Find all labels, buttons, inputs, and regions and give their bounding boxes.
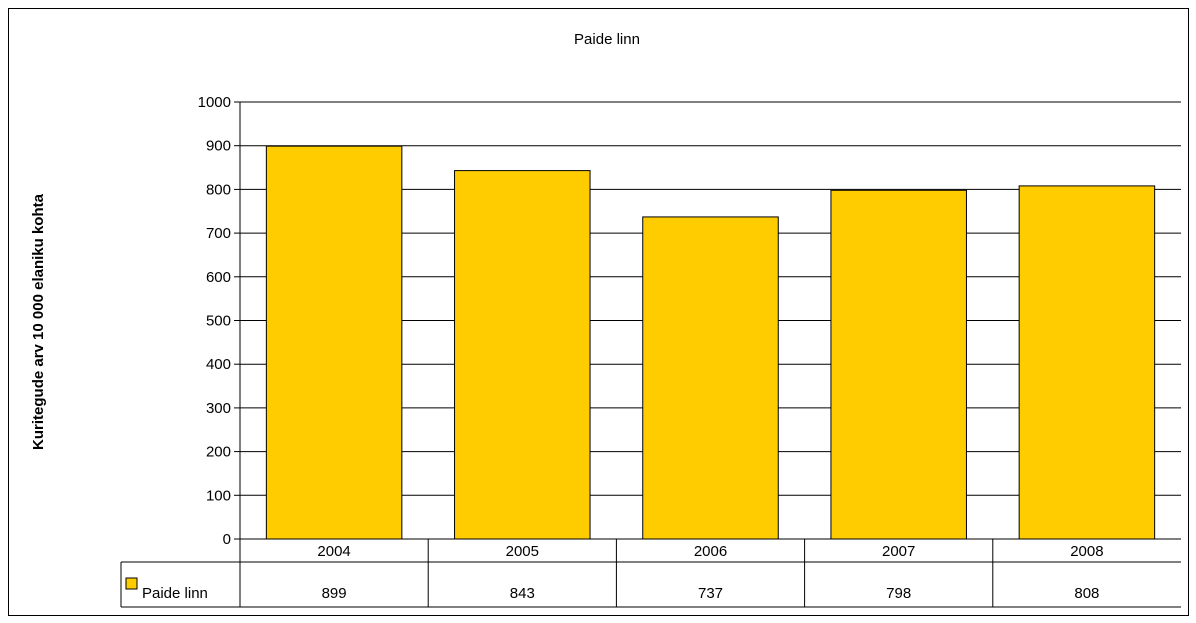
chart-title: Paide linn xyxy=(574,31,640,48)
y-tick-label: 0 xyxy=(223,531,231,548)
y-tick-label: 400 xyxy=(206,356,231,373)
y-axis-label: Kuritegude arv 10 000 elaniku kohta xyxy=(30,193,47,450)
legend-label: Paide linn xyxy=(142,585,208,602)
y-tick-label: 800 xyxy=(206,181,231,198)
x-tick-label: 2008 xyxy=(1070,543,1103,560)
y-tick-label: 100 xyxy=(206,487,231,504)
legend-swatch xyxy=(125,577,138,590)
x-tick-label: 2005 xyxy=(506,543,539,560)
data-table: 2004 899 2005 843 2006 737 2007 798 2008 808 Paide… xyxy=(120,538,1181,608)
bar-2006 xyxy=(642,216,779,540)
table-value: 808 xyxy=(1074,585,1099,602)
y-tick-label: 700 xyxy=(206,225,231,242)
y-tick-label: 300 xyxy=(206,400,231,417)
y-tick-label: 1000 xyxy=(198,94,231,111)
chart-frame xyxy=(8,8,1189,616)
table-value: 737 xyxy=(698,585,723,602)
y-tick-label: 500 xyxy=(206,313,231,330)
y-tick-label: 900 xyxy=(206,138,231,155)
bars xyxy=(265,145,1156,540)
y-tick-label: 600 xyxy=(206,269,231,286)
table-value: 798 xyxy=(886,585,911,602)
x-tick-label: 2006 xyxy=(694,543,727,560)
bar-2004 xyxy=(265,145,403,540)
bar-2007 xyxy=(830,189,967,540)
axes: 0 100 200 300 400 500 600 700 800 900 1000 xyxy=(198,94,241,548)
table-value: 843 xyxy=(510,585,535,602)
table-value: 899 xyxy=(322,585,347,602)
bar-2008 xyxy=(1018,185,1156,540)
bar-2005 xyxy=(454,170,591,540)
y-tick-label: 200 xyxy=(206,444,231,461)
x-tick-label: 2004 xyxy=(317,543,350,560)
x-tick-label: 2007 xyxy=(882,543,915,560)
